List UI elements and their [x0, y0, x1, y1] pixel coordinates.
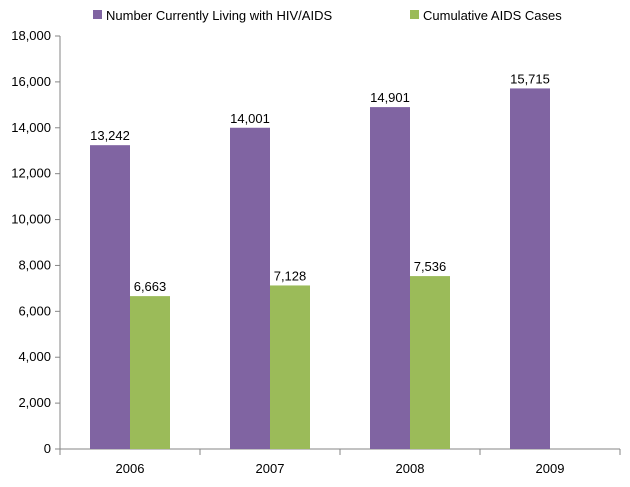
y-tick-label: 2,000	[18, 395, 51, 410]
legend-swatch-living	[93, 10, 102, 19]
x-tick-label: 2008	[396, 461, 425, 476]
data-label: 13,242	[90, 128, 130, 143]
data-label: 7,128	[274, 268, 307, 283]
data-labels: 13,242 6,663 14,001 7,128 14,901 7,536 15,715	[90, 71, 550, 294]
bar-living	[90, 145, 130, 449]
y-tick-label: 14,000	[11, 120, 51, 135]
y-tick-label: 16,000	[11, 74, 51, 89]
axes: 0 2,000 4,000 6,000 8,000 10,000 12,000 14,000 1…	[11, 28, 621, 476]
bars	[90, 88, 550, 450]
legend-label-living: Number Currently Living with HIV/AIDS	[106, 8, 332, 23]
data-label: 7,536	[414, 259, 447, 274]
data-label: 6,663	[134, 279, 167, 294]
bar-living	[230, 127, 270, 450]
legend-swatch-cumulative	[410, 10, 419, 19]
bar-cumulative	[410, 276, 450, 449]
data-label: 14,901	[370, 90, 410, 105]
bar-living	[370, 107, 410, 450]
x-tick-label: 2007	[256, 461, 285, 476]
x-tick-label: 2006	[116, 461, 145, 476]
y-tick-label: 10,000	[11, 212, 51, 227]
y-tick-label: 0	[44, 441, 51, 456]
x-tick-label: 2009	[536, 461, 565, 476]
y-tick-label: 18,000	[11, 28, 51, 43]
legend-label-cumulative: Cumulative AIDS Cases	[423, 8, 562, 23]
y-tick-label: 4,000	[18, 349, 51, 364]
data-label: 15,715	[510, 71, 550, 86]
bar-cumulative	[130, 296, 170, 449]
y-tick-label: 12,000	[11, 166, 51, 181]
y-tick-label: 8,000	[18, 257, 51, 272]
data-label: 14,001	[230, 111, 270, 126]
legend: Number Currently Living with HIV/AIDS Cu…	[93, 8, 562, 23]
bar-cumulative	[270, 285, 310, 449]
bar-living	[510, 88, 550, 450]
y-tick-label: 6,000	[18, 303, 51, 318]
